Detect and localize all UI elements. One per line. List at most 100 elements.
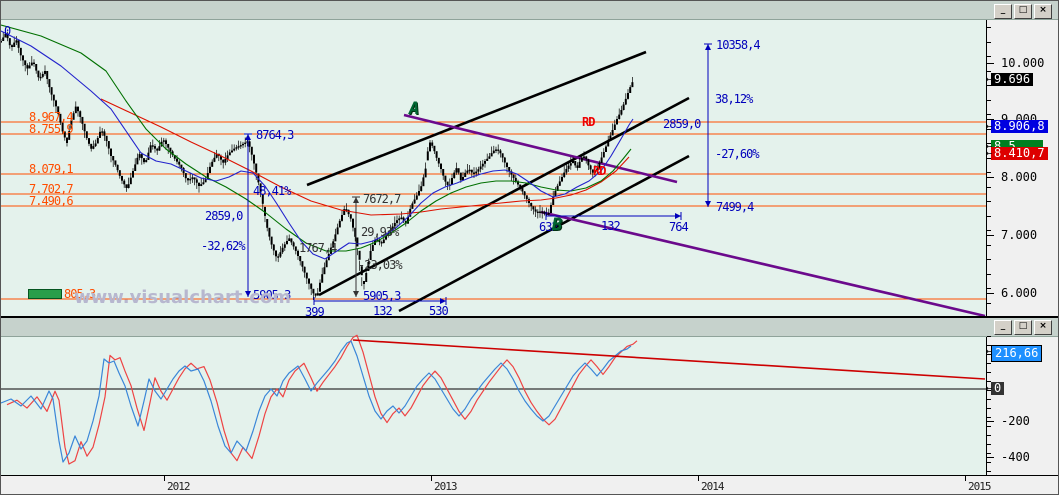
measure-label: 764	[669, 220, 689, 234]
axis-minor-tick	[987, 354, 991, 355]
black-trendlines[interactable]	[306, 50, 690, 313]
axis-minor-tick	[987, 462, 991, 463]
measure-label: 1767,4	[299, 241, 337, 255]
main-titlebar: .IBEX - IBEX-35 - 1 d Dif, %: 0,28 Dif,:…	[1, 1, 1058, 34]
axis-major-tick	[987, 177, 994, 178]
axis-major-tick	[987, 421, 994, 422]
axis-minor-tick	[987, 302, 991, 304]
axis-minor-tick	[987, 114, 991, 115]
tag-macd-value: 216,66	[991, 345, 1043, 362]
axis-major-tick	[987, 63, 994, 64]
tag-arrow-icon: ←	[986, 141, 993, 152]
panel-divider[interactable]	[1, 316, 1058, 318]
year-label: 2013	[434, 480, 457, 493]
vertical-measure[interactable]	[352, 196, 360, 297]
measure-label: 2859,0	[663, 117, 701, 131]
measure-label: 29,93%	[361, 225, 399, 239]
axis-minor-tick	[987, 157, 991, 159]
measure-label: 2859,0	[205, 209, 243, 223]
axis-minor-tick	[987, 453, 991, 454]
price-level-label: 8.079,1	[29, 162, 74, 176]
year-tick	[164, 476, 165, 481]
horizontal-measure[interactable]	[313, 297, 447, 305]
macd-red-trendline[interactable]	[352, 339, 986, 380]
trendline-purple[interactable]	[403, 113, 678, 184]
measure-label: 7499,4	[716, 200, 754, 214]
price-level-label: 805,3	[64, 287, 96, 301]
axis-label: 7.000	[1001, 228, 1038, 242]
vertical-measure[interactable]	[704, 43, 712, 207]
macd-titlebar: MACD_,IBEX MACD: 216,6616 MediaSIG: 194,…	[1, 318, 1058, 351]
main-chart-surface[interactable]	[1, 20, 986, 318]
selected-object-handle[interactable]	[28, 289, 62, 299]
axis-minor-tick	[987, 417, 991, 418]
axis-label: 8.000	[1001, 170, 1038, 184]
tag-arrow-icon: ←	[986, 148, 993, 159]
time-axis[interactable]: 2012 2013 2014 2015	[1, 475, 1058, 494]
axis-minor-tick	[987, 70, 991, 72]
measure-label: 5905,3	[253, 288, 291, 302]
elliott-letter: A	[409, 99, 419, 119]
measure-label: 48,41%	[253, 184, 291, 198]
macd-trendline[interactable]	[352, 339, 986, 380]
axis-minor-tick	[987, 143, 991, 144]
purple-trendlines[interactable]	[403, 113, 986, 318]
close-button[interactable]: ×	[1034, 4, 1052, 19]
axis-minor-tick	[987, 85, 991, 86]
macd-axis[interactable]: -200 -400 216,66 ← 0 ←	[986, 336, 1058, 475]
price-axis[interactable]: 10.000 9.000 8.000 7.000 6.000 8.5 ← 9.696 ← 8.90…	[986, 20, 1058, 316]
horizontal-price-lines[interactable]	[1, 121, 986, 300]
axis-minor-tick	[987, 363, 991, 364]
macd-signal-line	[6, 334, 638, 465]
axis-minor-tick	[987, 99, 991, 101]
axis-minor-tick	[987, 186, 991, 188]
price-level-label: 8.967,4	[29, 110, 74, 124]
horizontal-measure[interactable]	[545, 212, 682, 220]
macd-canvas	[1, 334, 986, 465]
visualchart-watermark: www.visualchart.com	[74, 287, 292, 308]
trendline-black[interactable]	[398, 154, 690, 313]
axis-minor-tick	[987, 201, 991, 202]
macd-minimize-button[interactable]: _	[994, 320, 1012, 335]
tag-arrow-icon: ←	[986, 121, 993, 132]
measure-label: 530	[429, 304, 449, 318]
measure-label: 38,12%	[715, 92, 753, 106]
axis-major-tick	[987, 119, 994, 120]
trendline-black[interactable]	[318, 96, 690, 297]
axis-label: -400	[1001, 450, 1030, 464]
measure-label: 132	[373, 304, 393, 318]
tag-blue-level: 8.906,8	[991, 120, 1048, 133]
measure-label: 399	[305, 305, 325, 319]
axis-minor-tick	[987, 172, 991, 173]
measure-label: -23,03%	[358, 258, 403, 272]
axis-major-tick	[987, 457, 994, 458]
macd-maximize-button[interactable]: □	[1014, 320, 1032, 335]
measure-label: -32,62%	[201, 239, 246, 253]
measure-label: -27,60%	[715, 147, 760, 161]
vertical-measure[interactable]	[244, 133, 252, 297]
macd-close-button[interactable]: ×	[1034, 320, 1052, 335]
axis-minor-tick	[987, 444, 991, 445]
ma-red-line	[100, 98, 630, 216]
measure-label: 5905,3	[363, 289, 401, 303]
year-label: 2012	[167, 480, 190, 493]
price-level-label: 7.490,6	[29, 194, 74, 208]
maximize-button[interactable]: □	[1014, 4, 1032, 19]
scale-origin-label: 0	[4, 24, 11, 38]
year-tick	[431, 476, 432, 481]
trendline-black[interactable]	[306, 50, 647, 187]
macd-chart-surface[interactable]	[1, 334, 986, 474]
ma-blue-line	[1, 30, 634, 260]
axis-minor-tick	[987, 426, 991, 427]
rd-label: RD	[582, 115, 595, 129]
ma-green-line	[1, 24, 632, 252]
axis-minor-tick	[987, 336, 991, 337]
year-tick	[965, 476, 966, 481]
price-level-label: 7.702,7	[29, 182, 74, 196]
year-label: 2015	[968, 480, 991, 493]
tag-arrow-icon: ←	[986, 346, 993, 357]
trendline-purple[interactable]	[540, 210, 986, 318]
minimize-button[interactable]: _	[994, 4, 1012, 19]
measure-label: 10358,4	[716, 38, 761, 52]
